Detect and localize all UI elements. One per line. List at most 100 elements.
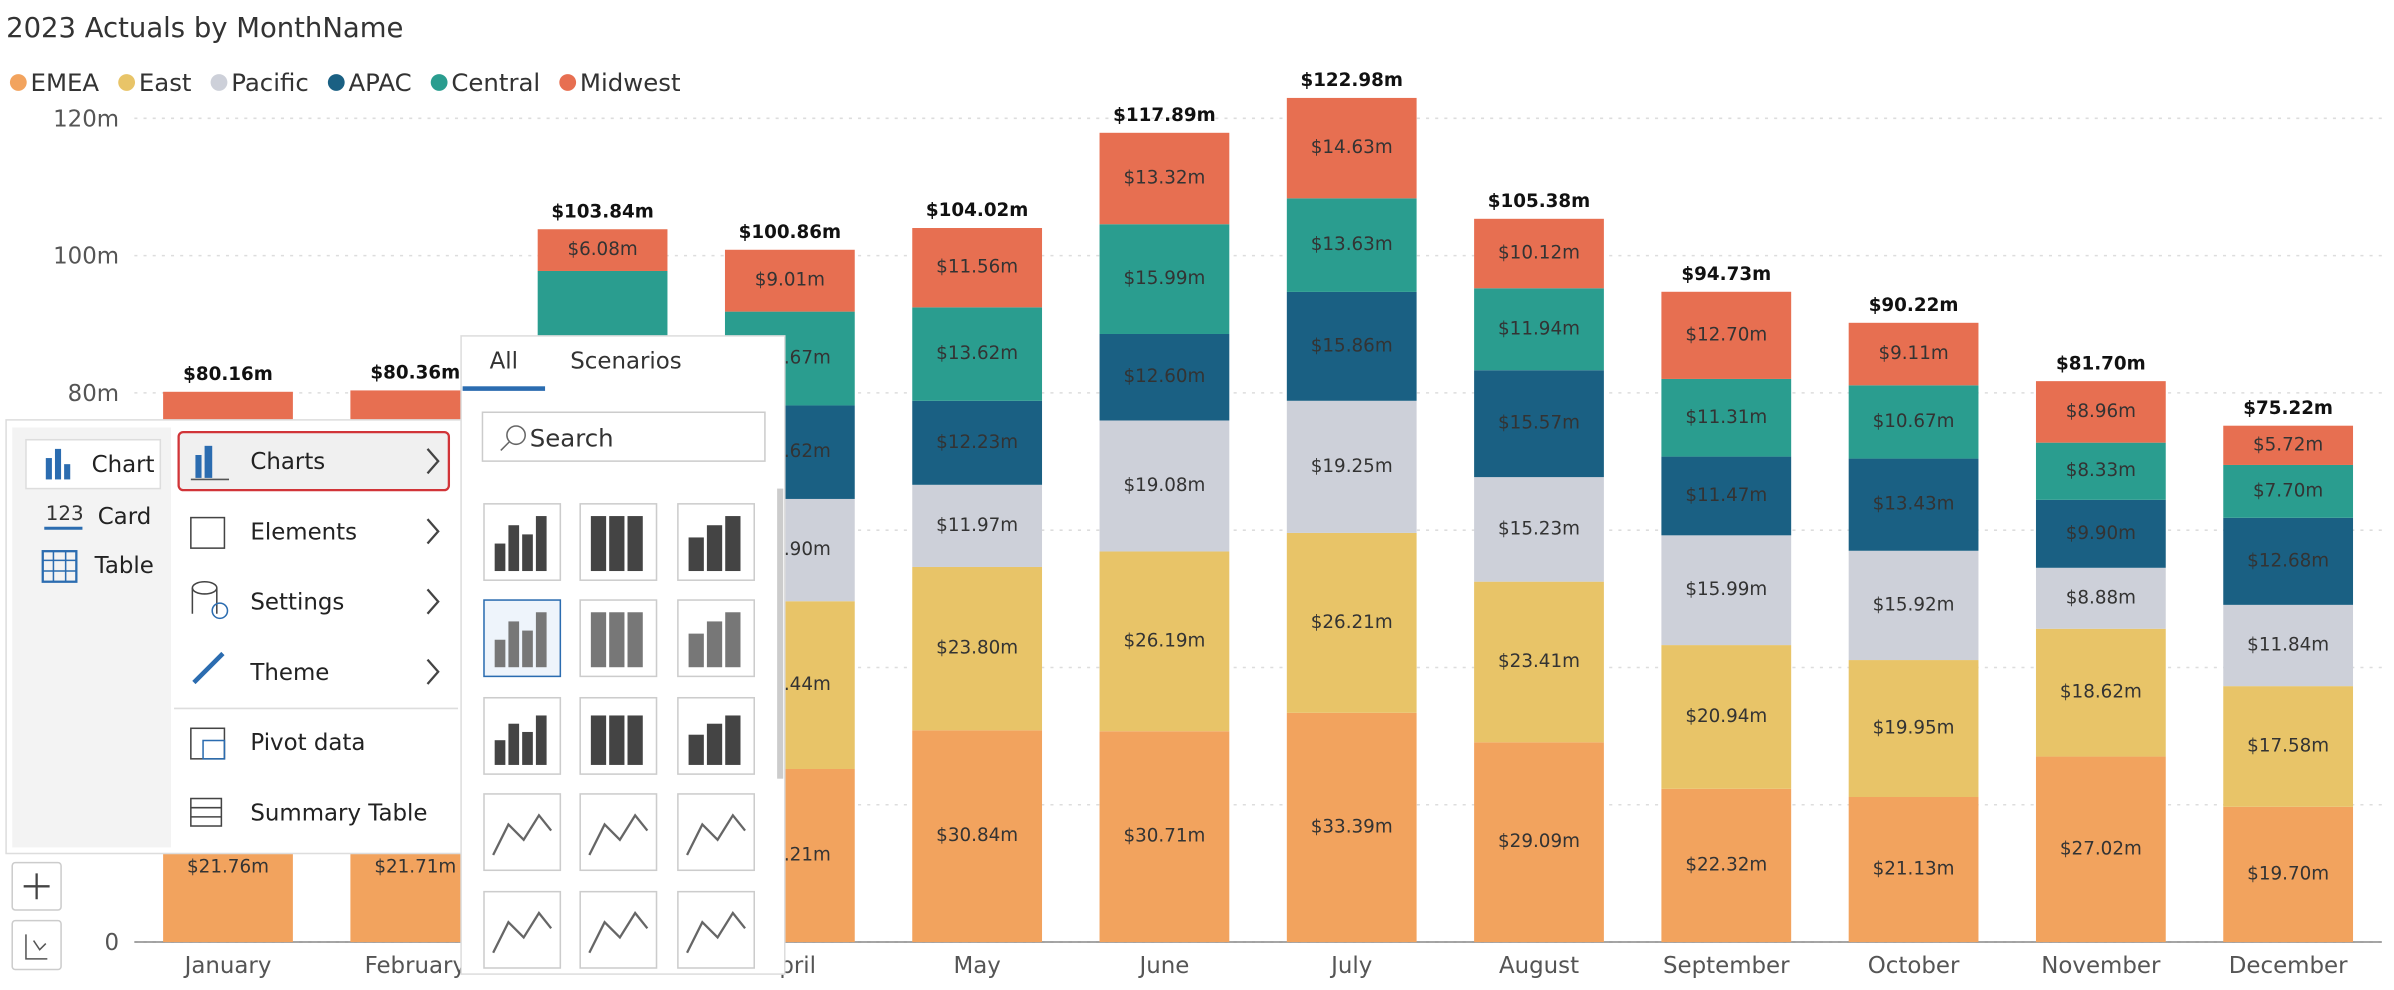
legend-label[interactable]: Pacific	[231, 68, 309, 97]
legend-label[interactable]: APAC	[348, 68, 411, 97]
legend-label[interactable]: EMEA	[31, 68, 100, 97]
legend-label[interactable]: Midwest	[580, 68, 681, 97]
menu-item[interactable]: Charts	[177, 430, 451, 492]
bar-segment	[1661, 378, 1792, 457]
bar-segment	[2035, 628, 2166, 757]
icon	[706, 723, 723, 765]
chart-type-option[interactable]	[483, 793, 562, 872]
tab[interactable]: All	[490, 348, 518, 374]
icon	[190, 516, 226, 549]
data-label: $8.88m	[2066, 587, 2136, 608]
tab[interactable]: Scenarios	[570, 348, 681, 374]
icon	[590, 715, 607, 765]
sidebar-label: Card	[98, 504, 152, 530]
data-label: $12.68m	[2247, 550, 2329, 571]
search-placeholder: Search	[530, 424, 614, 453]
icon	[492, 911, 553, 954]
icon	[686, 813, 746, 856]
icon	[45, 458, 52, 480]
data-label: $14.63m	[1311, 137, 1393, 158]
data-label: $23.80m	[936, 638, 1018, 659]
data-label: $6.08m	[567, 239, 637, 260]
data-label: $26.19m	[1123, 630, 1205, 651]
icon	[41, 550, 78, 583]
data-label: $23.41m	[1498, 651, 1580, 672]
data-label: $27.02m	[2060, 838, 2142, 859]
icon	[522, 630, 533, 668]
data-label: $11.47m	[1685, 485, 1767, 506]
menu-label: Charts	[250, 449, 325, 475]
bar-segment	[1286, 712, 1417, 943]
item-highlight	[177, 430, 451, 492]
chart-type-option[interactable]	[677, 793, 755, 872]
data-label: $13.62m	[936, 343, 1018, 364]
data-label: $22.32m	[1685, 854, 1767, 875]
menu-item[interactable]: Theme	[192, 651, 440, 686]
data-label: $19.70m	[2247, 863, 2329, 884]
data-label: $8.33m	[2066, 460, 2136, 481]
icon	[590, 516, 607, 572]
x-tick-label: May	[953, 953, 1000, 979]
data-label: $15.99m	[1685, 579, 1767, 600]
chart-type-option[interactable]	[579, 890, 658, 969]
bar-segment	[2223, 464, 2354, 518]
bar-segment	[1474, 581, 1604, 743]
data-label: $8.96m	[2066, 401, 2136, 422]
tool-button[interactable]	[11, 919, 62, 971]
bar-segment	[1286, 291, 1417, 401]
data-label: $9.01m	[755, 270, 825, 291]
x-tick-label: June	[1137, 953, 1189, 979]
chart-type-option[interactable]	[483, 890, 562, 969]
sidebar-item[interactable]: Chart	[25, 438, 162, 490]
bar-segment	[1848, 458, 1979, 551]
icon	[494, 543, 506, 572]
data-label: $11.56m	[936, 257, 1018, 278]
bar-segment	[1661, 291, 1792, 379]
data-label: $13.63m	[1311, 234, 1393, 255]
total-label: $104.02m	[926, 200, 1029, 221]
icon	[609, 516, 625, 572]
icon	[211, 602, 229, 620]
bar-segment	[537, 229, 668, 271]
bar-segment	[1848, 385, 1979, 459]
add-button[interactable]	[11, 861, 62, 911]
data-label: $21.13m	[1873, 859, 1955, 880]
bar-segment	[1099, 132, 1230, 225]
icon	[588, 911, 649, 954]
menu-item[interactable]: Elements	[190, 516, 440, 549]
icon	[688, 734, 704, 765]
icon	[535, 612, 547, 668]
legend-marker	[118, 74, 136, 91]
chart-type-option[interactable]	[579, 793, 658, 872]
data-label: $12.70m	[1685, 324, 1767, 345]
icon	[190, 806, 222, 818]
search-box[interactable]	[481, 411, 766, 462]
icon	[522, 534, 533, 572]
menu-item[interactable]: Pivot data	[190, 727, 366, 760]
y-tick-label: 80m	[68, 381, 119, 407]
bar-segment	[2223, 425, 2354, 465]
menu-item[interactable]: Settings	[191, 580, 440, 620]
chart-type-option[interactable]	[677, 890, 755, 969]
bar-segment	[2223, 517, 2354, 605]
icon	[508, 621, 520, 668]
data-label: $29.09m	[1498, 831, 1580, 852]
sidebar-item[interactable]: Table	[41, 550, 154, 583]
total-label: $75.22m	[2243, 398, 2333, 419]
bar-segment	[912, 484, 1043, 567]
scrollbar	[777, 488, 784, 779]
legend-marker	[9, 74, 27, 91]
data-label: $10.67m	[1873, 411, 1955, 432]
data-label: $10.12m	[1498, 243, 1580, 264]
icon	[42, 551, 77, 582]
chevron	[426, 658, 440, 685]
bar-segment	[1661, 788, 1792, 943]
chevron	[426, 588, 440, 615]
icon	[64, 464, 71, 480]
data-label: $11.94m	[1498, 318, 1580, 339]
legend-label[interactable]: Central	[451, 68, 540, 97]
legend-label[interactable]: East	[139, 68, 192, 97]
bar-segment	[1848, 660, 1979, 797]
sidebar-item[interactable]: 123 Card	[44, 502, 151, 530]
menu-item[interactable]: Summary Table	[190, 797, 428, 827]
